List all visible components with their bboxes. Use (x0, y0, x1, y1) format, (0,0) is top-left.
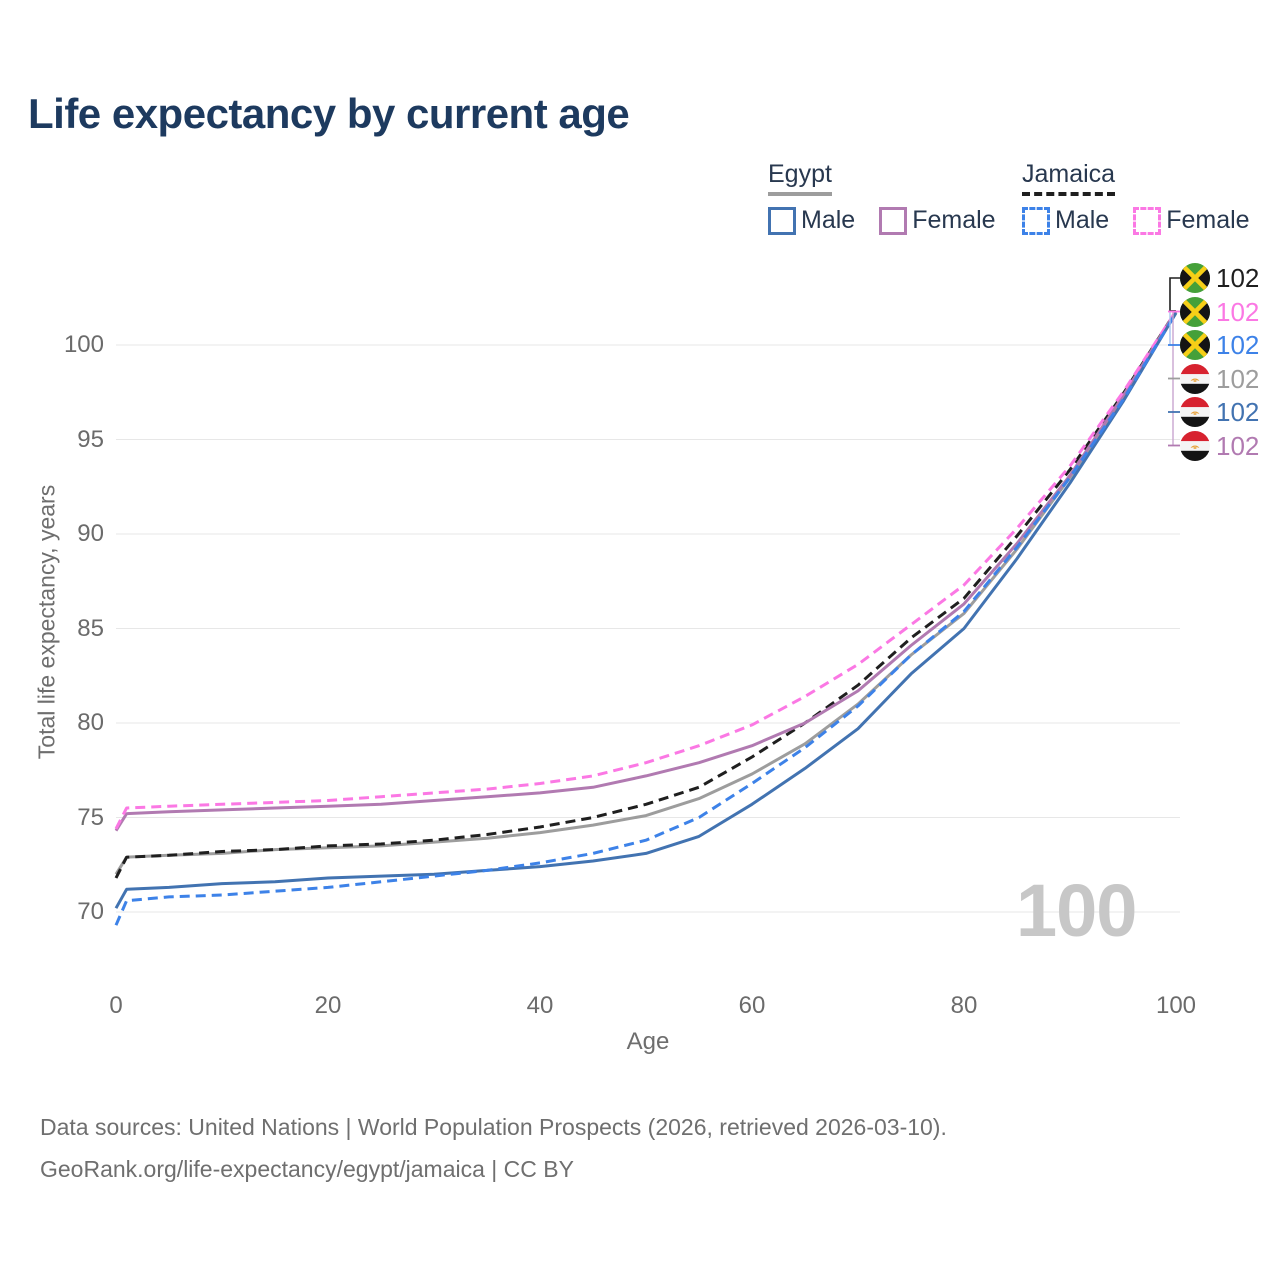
legend-header-egypt[interactable]: Egypt (768, 160, 832, 196)
end-label-value: 102 (1216, 263, 1260, 293)
x-tick-label: 100 (1155, 992, 1197, 1019)
legend-item-egypt-male[interactable]: Male (768, 206, 855, 235)
series-line-egypt_female[interactable] (114, 310, 1178, 832)
end-label-value: 102 (1216, 296, 1260, 327)
legend-label: Male (801, 206, 856, 234)
jamaica-female-swatch-icon (1133, 206, 1162, 235)
y-tick-label: 100 (63, 331, 104, 358)
egypt-female-swatch-icon (879, 206, 908, 235)
legend-label: Female (1166, 206, 1250, 234)
x-tick-label: 20 (314, 992, 342, 1019)
end-label-value: 102 (1216, 330, 1260, 360)
legend-group-jamaica: Jamaica Male Female (1022, 160, 1250, 235)
x-tick-label: 60 (738, 992, 766, 1019)
egypt-male-swatch-icon (768, 206, 796, 235)
legend-items-jamaica: Male Female (1022, 206, 1250, 235)
end-label-value: 102 (1216, 397, 1260, 427)
page-title: Life expectancy by current age (28, 90, 630, 137)
age-watermark: 100 (1016, 869, 1137, 952)
egypt-flag-icon (1180, 397, 1210, 427)
legend-items-egypt: Male Female (768, 206, 996, 235)
legend-item-jamaica-female[interactable]: Female (1133, 206, 1250, 235)
jamaica-flag-icon (1180, 263, 1210, 293)
end-label-row-egypt_both[interactable]: 102 (1180, 363, 1260, 394)
end-label-row-jamaica_female[interactable]: 102 (1180, 296, 1260, 327)
source-url[interactable]: GeoRank.org/life-expectancy/egypt/jamaic… (40, 1156, 574, 1182)
legend-label: Female (912, 206, 996, 234)
data-sources-note: Data sources: United Nations | World Pop… (40, 1114, 947, 1140)
y-tick-label: 90 (77, 520, 104, 547)
series-line-jamaica_both[interactable] (114, 310, 1178, 879)
end-label-row-egypt_female[interactable]: 102 (1180, 430, 1260, 461)
end-label-row-jamaica_both[interactable]: 102 (1180, 263, 1259, 293)
series-line-jamaica_male[interactable] (114, 312, 1178, 926)
series-line-egypt_both[interactable] (114, 312, 1178, 875)
series-line-jamaica_female[interactable] (114, 310, 1178, 830)
end-label-row-jamaica_male[interactable]: 102 (1180, 330, 1259, 360)
jamaica-flag-icon (1180, 296, 1210, 327)
chart-footer: Data sources: United Nations | World Pop… (40, 1106, 947, 1190)
y-tick-label: 80 (77, 709, 104, 736)
egypt-flag-icon (1180, 430, 1210, 461)
series-line-egypt_male[interactable] (114, 312, 1178, 909)
legend-label: Male (1055, 206, 1110, 234)
legend-item-jamaica-male[interactable]: Male (1022, 206, 1109, 235)
y-tick-label: 85 (77, 614, 104, 642)
x-tick-label: 0 (109, 992, 123, 1019)
y-tick-label: 95 (77, 425, 104, 453)
jamaica-flag-icon (1180, 330, 1210, 360)
x-axis-title: Age (626, 1028, 670, 1055)
legend-group-egypt: Egypt Male Female (768, 160, 996, 235)
end-label-value: 102 (1216, 363, 1260, 394)
x-tick-label: 80 (950, 992, 978, 1019)
leader-jamaica-both (1169, 277, 1180, 312)
y-tick-label: 75 (77, 803, 104, 831)
egypt-flag-icon (1180, 363, 1210, 394)
legend-header-jamaica[interactable]: Jamaica (1022, 160, 1116, 196)
end-label-row-egypt_male[interactable]: 102 (1180, 397, 1259, 427)
y-tick-label: 70 (77, 898, 104, 925)
jamaica-male-swatch-icon (1022, 206, 1050, 235)
x-tick-label: 40 (526, 992, 554, 1019)
legend-item-egypt-female[interactable]: Female (879, 206, 996, 235)
end-label-value: 102 (1216, 430, 1260, 461)
